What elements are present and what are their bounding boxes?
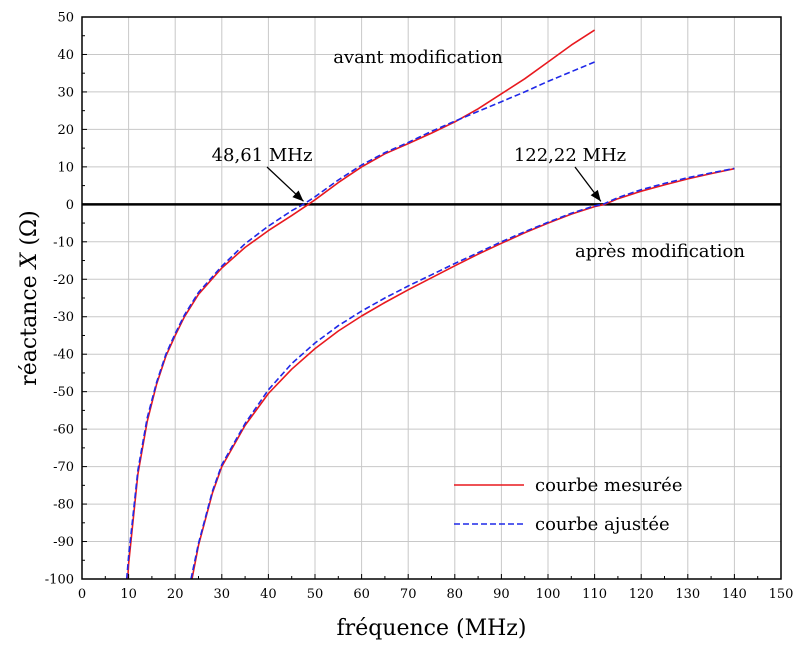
y-tick-label-20: 20	[57, 123, 74, 138]
x-tick-label-50: 50	[307, 587, 324, 602]
y-axis-label-prefix: réactance	[17, 268, 42, 385]
series-after-fitted	[190, 167, 735, 579]
y-tick-label--30: -30	[53, 310, 74, 325]
y-tick-label-0: 0	[66, 198, 74, 213]
resonance-1-arrow-head	[292, 190, 304, 202]
y-tick-label--40: -40	[53, 348, 74, 363]
x-tick-label-150: 150	[769, 587, 794, 602]
x-tick-label-110: 110	[582, 587, 607, 602]
y-tick-label--60: -60	[53, 423, 74, 438]
series-after-measured	[191, 167, 735, 579]
y-tick-label--70: -70	[53, 460, 74, 475]
resonance-2-arrow-head	[590, 189, 601, 202]
y-axis-label: réactance X (Ω)	[17, 210, 42, 386]
legend: courbe mesurée courbe ajustée	[454, 475, 682, 535]
x-tick-label-130: 130	[675, 587, 700, 602]
x-tick-label-30: 30	[214, 587, 231, 602]
ticks-group: 0 10 20 30 40 50 60 70 80 90 100 110 120 130 140 150504…	[45, 11, 794, 603]
annotation-after-modification: après modification	[575, 241, 745, 262]
x-tick-label-100: 100	[536, 587, 561, 602]
y-tick-label-50: 50	[57, 11, 74, 26]
legend-label-measured: courbe mesurée	[535, 475, 682, 496]
x-tick-label-10: 10	[120, 587, 137, 602]
y-tick-label--10: -10	[53, 235, 74, 250]
x-tick-label-80: 80	[447, 587, 464, 602]
y-tick-label--50: -50	[53, 385, 74, 400]
annotation-resonance-2: 122,22 MHz	[514, 145, 626, 166]
x-tick-label-140: 140	[722, 587, 747, 602]
x-tick-label-120: 120	[629, 587, 654, 602]
series-before-fitted	[125, 61, 595, 579]
x-tick-label-40: 40	[260, 587, 277, 602]
x-tick-label-90: 90	[493, 587, 510, 602]
gridlines	[82, 17, 781, 579]
x-tick-label-0: 0	[78, 587, 86, 602]
x-tick-label-70: 70	[400, 587, 417, 602]
series-group	[125, 29, 735, 579]
annotation-before-modification: avant modification	[333, 47, 503, 68]
x-tick-label-60: 60	[353, 587, 370, 602]
x-tick-label-20: 20	[167, 587, 184, 602]
y-tick-label--100: -100	[45, 573, 74, 588]
y-tick-label--90: -90	[53, 535, 74, 550]
y-axis-label-variable: X	[17, 251, 42, 270]
annotations-group	[266, 166, 602, 202]
y-axis-label-unit: (Ω)	[17, 210, 42, 252]
y-tick-label-10: 10	[57, 160, 74, 175]
y-tick-label-30: 30	[57, 85, 74, 100]
legend-label-fitted: courbe ajustée	[535, 514, 670, 535]
annotation-resonance-1: 48,61 MHz	[212, 145, 313, 166]
y-tick-label--80: -80	[53, 498, 74, 513]
y-tick-label--20: -20	[53, 273, 74, 288]
x-axis-label: fréquence (MHz)	[337, 616, 527, 641]
y-tick-label-40: 40	[57, 48, 74, 63]
